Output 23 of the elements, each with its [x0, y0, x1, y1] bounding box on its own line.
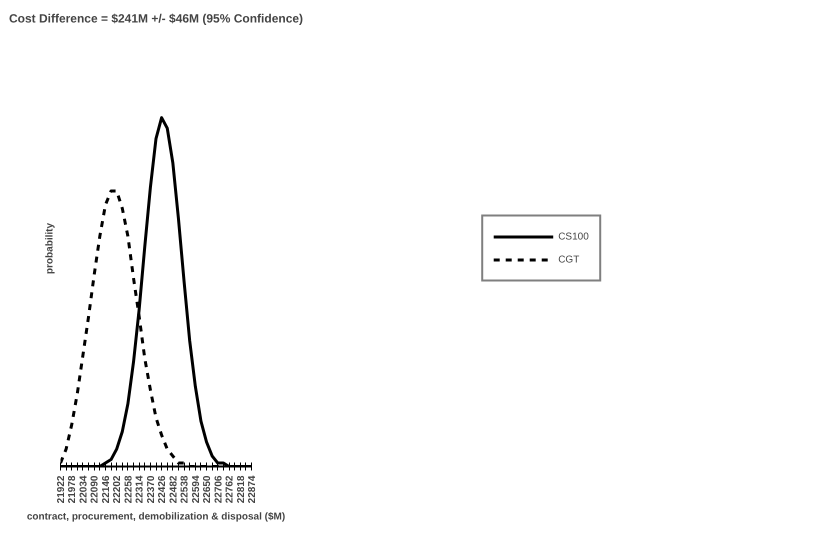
text: CGT	[558, 254, 580, 265]
x-tick-label: 22314	[134, 475, 146, 504]
y-axis-title: probability	[44, 222, 56, 274]
x-tick-label: 22258	[123, 475, 134, 504]
x-tick-label: 22370	[146, 475, 157, 504]
x-tick-label: 22426	[157, 475, 168, 504]
x-tick-label: 22034	[78, 475, 90, 504]
x-tick-label: 22762	[224, 475, 236, 504]
x-tick-label: 22706	[213, 475, 224, 504]
text: CS100	[558, 231, 589, 242]
x-tick-label: 22874	[247, 475, 258, 504]
x-tick-label: 22482	[168, 475, 180, 504]
x-tick-label: 22818	[236, 475, 247, 504]
x-tick-label: 22202	[112, 475, 124, 504]
x-axis-title: contract, procurement, demobilization & disposal ($M)	[26, 511, 286, 522]
chart-title: Cost Difference = $241M +/- $46M (95% Confidence)	[8, 12, 304, 26]
x-tick-label: 22090	[90, 475, 101, 504]
x-tick-label: 22146	[100, 475, 112, 504]
x-tick-label: 21922	[56, 475, 67, 504]
x-tick-label: 21978	[67, 475, 78, 504]
x-tick-label: 22594	[190, 475, 202, 504]
x-tick-label: 22650	[202, 475, 214, 504]
x-tick-label: 22538	[180, 475, 191, 504]
